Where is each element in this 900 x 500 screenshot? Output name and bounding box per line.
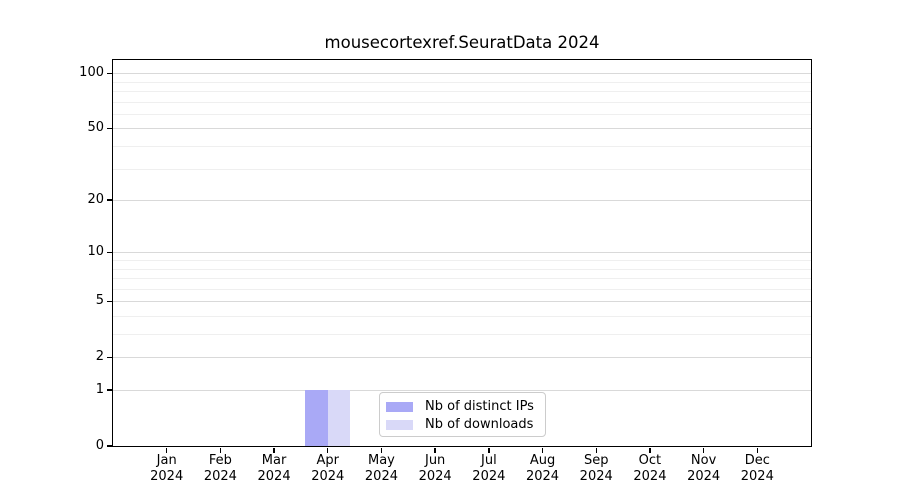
minor-gridline	[113, 316, 811, 317]
minor-gridline	[113, 168, 811, 170]
y-tick-label: 2	[95, 349, 104, 365]
legend-label-downloads: Nb of downloads	[425, 417, 534, 432]
major-gridline	[113, 128, 811, 130]
x-axis-tick	[273, 447, 275, 453]
x-tick-label: Jul 2024	[472, 453, 506, 484]
x-axis-tick	[649, 447, 651, 453]
minor-gridline	[113, 101, 811, 103]
legend: Nb of distinct IPs Nb of downloads	[379, 392, 546, 437]
x-tick-label: May 2024	[364, 453, 398, 484]
y-tick-label: 5	[95, 293, 104, 309]
x-tick-label: Dec 2024	[740, 453, 774, 484]
x-tick-label: Nov 2024	[687, 453, 721, 484]
legend-swatch-distinct-ips-icon	[386, 401, 413, 412]
x-tick-label: Jan 2024	[150, 453, 184, 484]
legend-item-downloads: Nb of downloads	[386, 416, 537, 433]
bar-nb-of-distinct-ips-apr	[305, 390, 328, 446]
y-axis-tick	[107, 356, 112, 358]
minor-gridline	[113, 334, 811, 336]
major-gridline	[113, 73, 811, 75]
x-tick-label: Feb 2024	[203, 453, 237, 484]
y-axis-tick	[107, 251, 112, 254]
y-axis-tick	[107, 389, 112, 391]
x-axis-tick	[756, 447, 758, 453]
y-tick-label: 10	[87, 244, 104, 260]
chart-title: mousecortexref.SeuratData 2024	[324, 33, 600, 52]
x-tick-label: Aug 2024	[525, 453, 560, 484]
x-tick-label: Jun 2024	[418, 453, 452, 484]
x-axis-tick	[219, 447, 222, 453]
x-axis-tick	[165, 447, 168, 453]
legend-label-distinct-ips: Nb of distinct IPs	[425, 399, 534, 414]
minor-gridline	[113, 113, 811, 115]
y-tick-label: 0	[95, 438, 104, 453]
x-tick-label: Apr 2024	[311, 453, 345, 484]
y-tick-label: 1	[95, 382, 104, 398]
x-tick-label: Oct 2024	[633, 453, 667, 484]
y-tick-label: 50	[87, 120, 104, 136]
y-axis-tick	[107, 300, 112, 302]
x-axis-tick	[702, 447, 705, 453]
minor-gridline	[113, 91, 811, 93]
y-axis-tick	[107, 72, 112, 74]
minor-gridline	[113, 288, 811, 290]
x-axis-tick	[488, 447, 490, 453]
legend-item-distinct-ips: Nb of distinct IPs	[386, 398, 537, 415]
minor-gridline	[113, 81, 811, 83]
y-axis-tick	[107, 445, 112, 447]
minor-gridline	[113, 146, 811, 148]
y-axis-tick	[107, 127, 112, 130]
x-axis-tick	[434, 447, 436, 453]
x-axis-tick	[327, 447, 329, 453]
x-tick-label: Sep 2024	[579, 453, 613, 484]
y-axis-tick	[107, 199, 112, 201]
bar-nb-of-downloads-apr	[327, 390, 351, 446]
y-tick-label: 100	[79, 65, 104, 81]
minor-gridline	[113, 260, 811, 262]
major-gridline	[113, 200, 811, 202]
y-tick-label: 20	[87, 192, 104, 208]
minor-gridline	[113, 278, 811, 280]
minor-gridline	[113, 268, 811, 270]
major-gridline	[113, 390, 811, 392]
major-gridline	[113, 252, 811, 254]
plot-area: 0 1 2 5 10 20 50 100 Jan 2024 Feb 2024 Mar 2024 Apr…	[79, 59, 812, 484]
x-axis-tick	[380, 447, 383, 453]
x-tick-label: Mar 2024	[257, 453, 291, 484]
x-axis-tick	[595, 447, 597, 453]
major-gridline	[113, 357, 811, 359]
major-gridline	[113, 301, 811, 303]
legend-swatch-downloads-icon	[386, 419, 413, 430]
x-axis-tick	[541, 447, 544, 453]
